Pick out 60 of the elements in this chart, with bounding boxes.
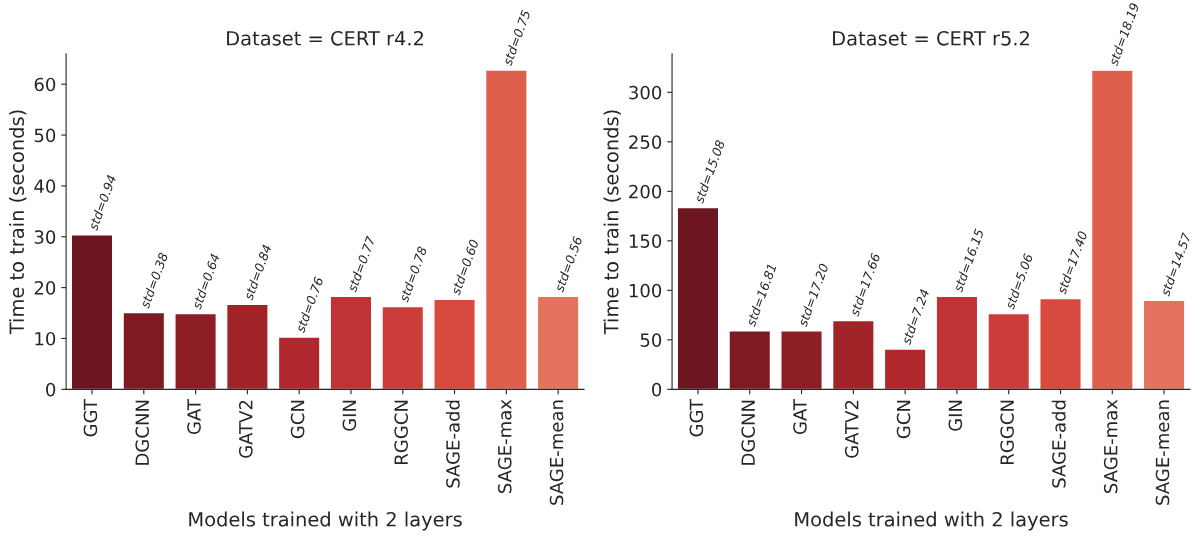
bar	[225, 303, 269, 390]
chart-title: Dataset = CERT r5.2	[833, 30, 1029, 46]
bar	[536, 295, 580, 390]
bar	[381, 305, 425, 390]
x-tick-label: GATV2	[844, 400, 859, 458]
bar	[484, 69, 528, 390]
bar	[277, 336, 321, 390]
y-tick-label: 200	[629, 184, 662, 199]
y-tick-label: 50	[640, 333, 662, 347]
y-tick-label: 10	[35, 331, 56, 346]
bar	[728, 330, 772, 390]
y-tick-label: 30	[34, 230, 56, 244]
y-tick-label: 0	[46, 382, 56, 397]
bar	[1039, 297, 1082, 390]
x-tick-label: GGT	[83, 398, 98, 437]
y-tick-label: 20	[34, 281, 56, 295]
bar	[987, 312, 1031, 390]
x-tick-label: SAGE-max	[1103, 399, 1118, 493]
chart-title: Dataset = CERT r4.2	[227, 30, 423, 46]
x-tick-label: DGCNN	[135, 400, 150, 465]
bar	[329, 295, 373, 390]
x-tick-label: SAGE-add	[445, 400, 460, 488]
x-tick-label: GIN	[342, 400, 357, 431]
x-tick-label: SAGE-add	[1051, 400, 1066, 488]
y-tick-label: 250	[629, 135, 662, 149]
bar	[1090, 69, 1134, 390]
bar	[676, 206, 720, 390]
x-tick-label: GCN	[290, 400, 305, 439]
x-axis-title: Models trained with 2 layers	[189, 511, 462, 531]
x-tick-label: SAGE-mean	[1155, 400, 1170, 505]
y-tick-label: 300	[629, 85, 662, 100]
y-axis-title: Time to train (seconds)	[603, 110, 621, 335]
y-tick-label: 50	[34, 128, 56, 143]
x-tick-label: GCN	[896, 400, 911, 439]
x-tick-label: DGCNN	[741, 400, 755, 465]
bar	[433, 298, 476, 390]
bar	[122, 311, 166, 390]
bar	[935, 295, 979, 390]
bar	[1142, 299, 1186, 390]
bar	[883, 348, 927, 390]
y-tick-label: 0	[652, 382, 662, 397]
y-axis-title: Time to train (seconds)	[9, 110, 27, 335]
x-axis-title: Models trained with 2 layers	[795, 511, 1068, 531]
x-tick-label: RGGCN	[394, 400, 408, 464]
bar	[780, 330, 823, 390]
x-tick-label: GIN	[948, 400, 963, 431]
x-tick-label: SAGE-mean	[549, 400, 564, 505]
y-tick-label: 60	[34, 77, 56, 92]
y-tick-label: 100	[629, 283, 662, 298]
x-tick-label: GGT	[689, 398, 704, 437]
bar	[174, 312, 217, 390]
y-tick-label: 150	[629, 234, 662, 248]
x-tick-label: GATV2	[238, 400, 253, 458]
bar	[70, 234, 114, 390]
bar	[831, 319, 875, 390]
x-tick-label: GAT	[793, 398, 807, 434]
x-tick-label: SAGE-max	[497, 399, 512, 493]
x-tick-label: GAT	[187, 398, 201, 434]
y-tick-label: 40	[34, 179, 56, 194]
x-tick-label: RGGCN	[1000, 400, 1014, 464]
